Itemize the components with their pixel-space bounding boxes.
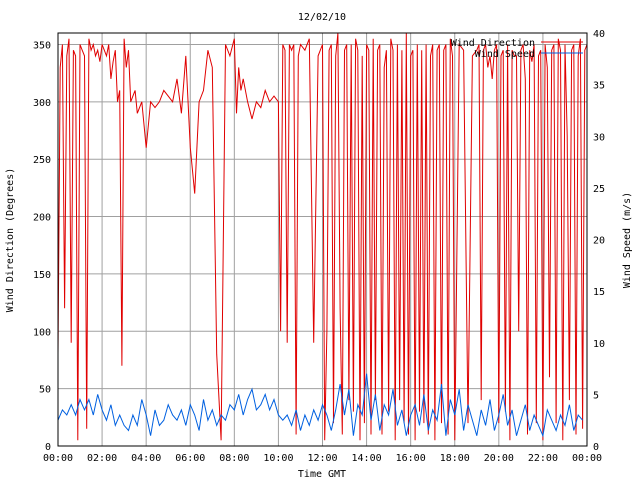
x-axis-label: Time GMT (298, 469, 346, 480)
x-tick-label: 20:00 (484, 453, 514, 464)
y-tick-label-right: 10 (593, 339, 605, 350)
x-tick-label: 02:00 (87, 453, 117, 464)
y-tick-label-left: 350 (33, 40, 51, 51)
y-axis-label-left: Wind Direction (Degrees) (5, 168, 16, 313)
x-tick-label: 12:00 (307, 453, 337, 464)
plot-frame (57, 32, 588, 447)
y-tick-label-left: 50 (39, 385, 51, 396)
y-tick-label-right: 15 (593, 287, 605, 298)
x-tick-label: 14:00 (352, 453, 382, 464)
y-tick-label-left: 300 (33, 98, 51, 109)
legend-label-speed: Wind Speed (475, 49, 535, 60)
x-tick-label: 18:00 (440, 453, 470, 464)
x-tick-label: 08:00 (219, 453, 249, 464)
y-tick-label-right: 5 (593, 390, 599, 401)
y-tick-label-right: 0 (593, 442, 599, 453)
series-line-wind-speed (57, 373, 583, 438)
y-tick-label-left: 0 (45, 442, 51, 453)
x-tick-label: 06:00 (175, 453, 205, 464)
legend: Wind Direction Wind Speed (451, 38, 583, 60)
y-tick-label-right: 30 (593, 132, 605, 143)
x-tick-label: 00:00 (572, 453, 602, 464)
series-line-wind-direction (57, 32, 588, 441)
y-tick-label-left: 100 (33, 327, 51, 338)
series-lines (57, 32, 588, 441)
y-tick-label-left: 150 (33, 270, 51, 281)
x-tick-label: 04:00 (131, 453, 161, 464)
x-tick-label: 10:00 (263, 453, 293, 464)
y-tick-label-right: 25 (593, 184, 605, 195)
axis-ticks: 00:00 02:00 04:00 06:00 08:00 10:00 12:00 14:00… (33, 29, 605, 464)
y-tick-label-right: 35 (593, 81, 605, 92)
y-tick-label-right: 40 (593, 29, 605, 40)
legend-label-direction: Wind Direction (451, 38, 535, 49)
x-tick-label: 22:00 (528, 453, 558, 464)
y-tick-label-right: 20 (593, 236, 605, 247)
x-tick-label: 16:00 (396, 453, 426, 464)
y-tick-label-left: 200 (33, 213, 51, 224)
y-axis-label-right: Wind Speed (m/s) (622, 192, 633, 288)
chart-title: 12/02/10 (298, 12, 346, 23)
x-tick-label: 00:00 (43, 453, 73, 464)
y-tick-label-left: 250 (33, 155, 51, 166)
